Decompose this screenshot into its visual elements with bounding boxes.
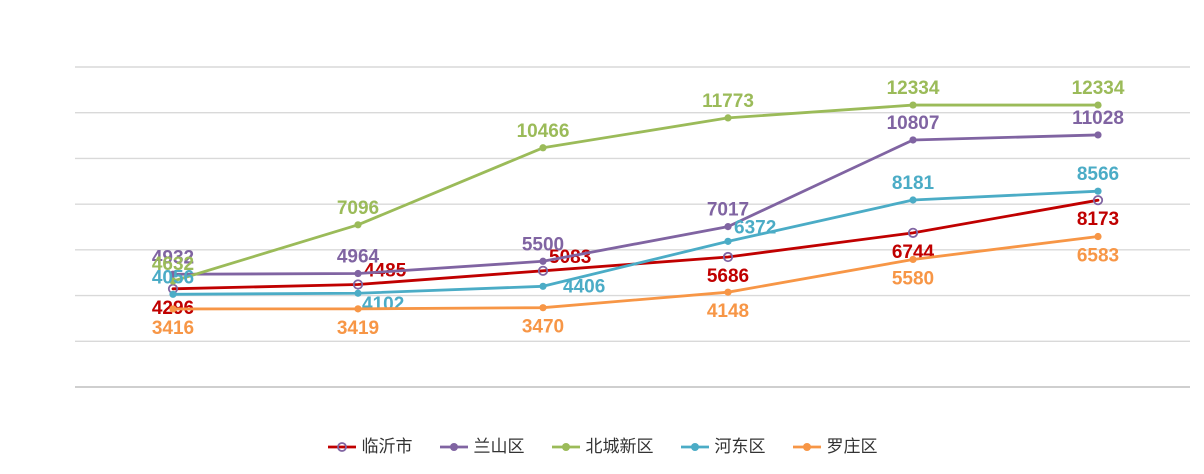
data-point-linyi-city [352, 279, 364, 290]
data-label-beicheng-new-district: 4632 [152, 254, 194, 275]
data-point-lanshan-district [1094, 131, 1102, 139]
data-point-luozhuang-district [169, 305, 177, 313]
data-point-linyi-city [1092, 195, 1104, 206]
data-label-hedong-district: 6372 [734, 217, 776, 238]
legend-marker-icon [327, 441, 356, 452]
data-label-luozhuang-district: 3470 [522, 317, 564, 338]
legend-dot [336, 441, 347, 452]
data-label-luozhuang-district: 3419 [337, 318, 379, 339]
data-label-lanshan-district: 4964 [337, 247, 380, 268]
legend-label: 临沂市 [361, 437, 413, 456]
data-point-hedong-district [539, 282, 547, 290]
legend-marker-icon [680, 442, 709, 451]
data-point-beicheng-new-district [169, 277, 177, 285]
legend-label: 北城新区 [585, 437, 654, 456]
legend-dot [449, 442, 458, 451]
data-label-linyi-city: 5686 [707, 266, 749, 287]
data-point-beicheng-new-district [724, 114, 732, 122]
series-line-beicheng-new-district [171, 103, 1100, 283]
data-label-lanshan-district: 10807 [887, 113, 940, 134]
data-point-luozhuang-district [724, 288, 732, 296]
legend-item-lanshan-district: 兰山区 [439, 438, 525, 455]
data-point-luozhuang-district [539, 304, 547, 312]
data-label-hedong-district: 4056 [152, 267, 194, 288]
data-point-linyi-city [907, 227, 919, 238]
chart-legend: 临沂市 兰山区 北城新区 河东区 罗庄区 [0, 438, 1204, 455]
legend-dot [690, 442, 699, 451]
data-label-lanshan-district: 4932 [152, 247, 194, 268]
data-label-hedong-district: 8181 [892, 173, 935, 194]
data-label-lanshan-district: 11028 [1072, 108, 1124, 129]
data-point-luozhuang-district [1094, 232, 1102, 241]
series-line-hedong-district [171, 189, 1100, 296]
data-label-linyi-city: 8173 [1077, 209, 1119, 230]
series-line-luozhuang-district [171, 235, 1100, 311]
data-point-linyi-city [537, 265, 549, 276]
data-label-lanshan-district: 5500 [522, 234, 564, 255]
legend-marker-icon [792, 442, 821, 451]
data-point-hedong-district [354, 289, 362, 297]
data-label-beicheng-new-district: 12334 [1072, 78, 1125, 99]
legend-label: 罗庄区 [826, 437, 878, 456]
data-point-hedong-district [169, 290, 177, 298]
series-line-lanshan-district [171, 133, 1100, 276]
legend-dot [561, 442, 570, 451]
legend-item-luozhuang-district: 罗庄区 [792, 438, 878, 455]
data-label-beicheng-new-district: 12334 [887, 78, 940, 99]
legend-label: 河东区 [714, 437, 766, 456]
data-label-lanshan-district: 7017 [707, 200, 749, 221]
data-point-hedong-district [1094, 187, 1102, 195]
data-point-hedong-district [909, 196, 917, 204]
data-point-beicheng-new-district [909, 101, 917, 109]
data-label-beicheng-new-district: 10466 [517, 121, 570, 142]
legend-marker-icon [551, 442, 580, 451]
data-point-lanshan-district [354, 269, 362, 278]
data-point-beicheng-new-district [1094, 101, 1102, 109]
data-point-linyi-city [722, 251, 734, 263]
data-point-hedong-district [724, 237, 732, 245]
data-point-lanshan-district [539, 257, 547, 265]
data-label-luozhuang-district: 5580 [892, 268, 934, 289]
data-label-luozhuang-district: 3416 [152, 318, 194, 339]
data-label-hedong-district: 8566 [1077, 164, 1119, 185]
legend-marker-icon [439, 442, 468, 451]
data-point-lanshan-district [909, 136, 917, 144]
data-label-beicheng-new-district: 11773 [702, 91, 754, 112]
legend-label: 兰山区 [473, 437, 525, 456]
data-point-beicheng-new-district [354, 221, 362, 229]
legend-dot [802, 442, 811, 451]
data-label-beicheng-new-district: 7096 [337, 198, 379, 219]
data-label-hedong-district: 4102 [362, 294, 404, 315]
legend-item-beicheng-new-district: 北城新区 [551, 438, 654, 455]
data-label-luozhuang-district: 4148 [707, 301, 749, 322]
data-point-luozhuang-district [354, 305, 362, 313]
data-label-luozhuang-district: 6583 [1077, 246, 1119, 267]
data-point-lanshan-district [724, 223, 732, 231]
data-point-lanshan-district [169, 270, 177, 278]
data-point-beicheng-new-district [539, 144, 547, 152]
data-point-luozhuang-district [909, 255, 917, 264]
data-label-hedong-district: 4406 [563, 276, 605, 297]
legend-item-linyi-city: 临沂市 [327, 438, 413, 455]
legend-item-hedong-district: 河东区 [680, 438, 766, 455]
